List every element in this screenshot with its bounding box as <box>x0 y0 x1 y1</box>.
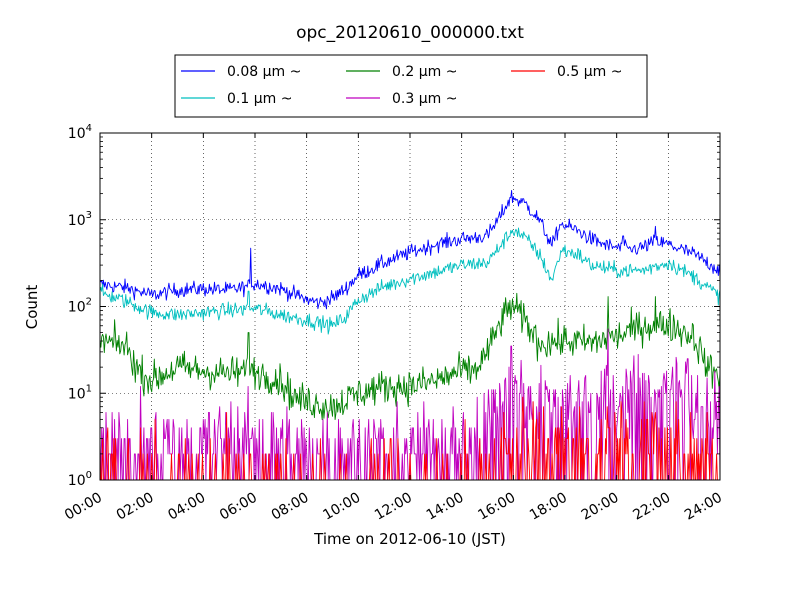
x-axis-label: Time on 2012-06-10 (JST) <box>313 530 506 548</box>
series-line-3 <box>100 328 720 480</box>
series-line-2 <box>100 292 720 421</box>
series-line-4 <box>100 396 720 480</box>
legend-label-3: 0.3 μm ~ <box>392 91 457 107</box>
y-tick-base: 10 <box>68 386 86 402</box>
y-tick-exponent: 4 <box>86 123 92 134</box>
y-tick-label: 100 <box>68 470 92 489</box>
y-tick-exponent: 1 <box>86 383 92 394</box>
series-line-0 <box>100 190 720 310</box>
y-tick-exponent: 2 <box>86 297 92 308</box>
plot-series-area <box>100 190 720 480</box>
legend: 0.08 μm ~ 0.1 μm ~ 0.2 μm ~ 0.3 μm ~ 0.5 μm … <box>174 54 648 118</box>
y-tick-base: 10 <box>68 473 86 489</box>
y-axis-label: Count <box>23 285 41 330</box>
y-tick-label: 103 <box>68 210 92 229</box>
y-tick-label: 104 <box>68 123 92 142</box>
series-line-1 <box>100 227 720 335</box>
y-tick-label: 101 <box>68 383 92 402</box>
legend-label-4: 0.5 μm ~ <box>557 64 622 80</box>
y-tick-label: 102 <box>68 297 92 316</box>
y-tick-exponent: 0 <box>86 470 92 481</box>
chart-title: opc_20120610_000000.txt <box>296 23 524 43</box>
legend-label-1: 0.1 μm ~ <box>227 91 292 107</box>
legend-label-0: 0.08 μm ~ <box>227 64 301 80</box>
legend-box <box>174 54 648 118</box>
y-tick-exponent: 3 <box>86 210 92 221</box>
y-tick-base: 10 <box>68 300 86 316</box>
y-tick-base: 10 <box>68 213 86 229</box>
y-tick-base: 10 <box>68 126 86 142</box>
legend-label-2: 0.2 μm ~ <box>392 64 457 80</box>
